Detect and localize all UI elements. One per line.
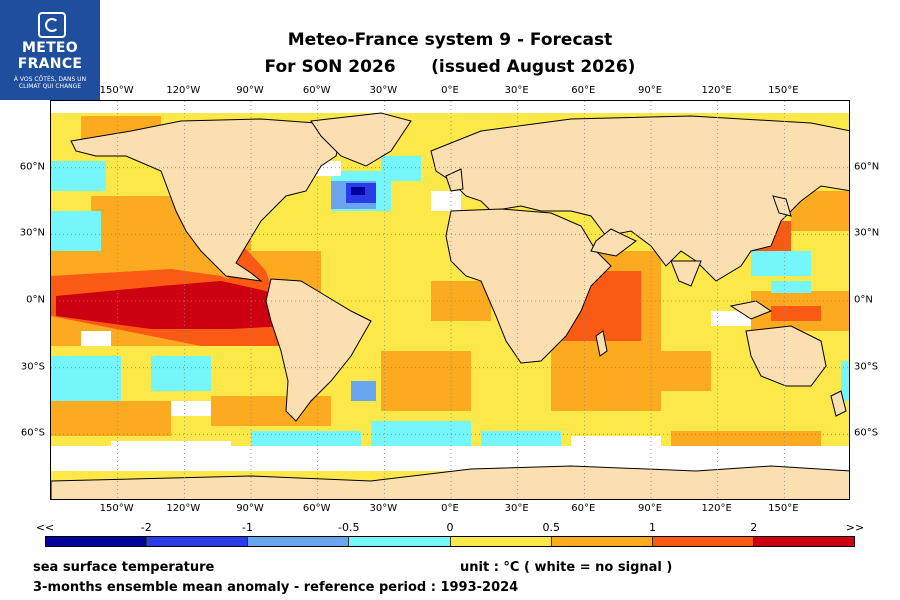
colorbar-tick-label: -1	[242, 521, 253, 534]
colorbar-tick-label: -2	[140, 521, 152, 534]
new-zealand	[830, 390, 847, 417]
madagascar	[595, 330, 608, 357]
logo-tagline: À VOS CÔTÉS, DANS UN CLIMAT QUI CHANGE	[13, 76, 87, 90]
lon-tick-label-bot: 120°E	[701, 503, 732, 514]
lat-tick-label-left: 30°S	[20, 361, 45, 373]
colorbar-tick-label: 0	[446, 521, 454, 534]
lon-tick-label-top: 150°E	[768, 85, 799, 96]
lat-tick-label-right: 30°N	[854, 227, 880, 239]
lat-tick-label-right: 30°S	[854, 361, 879, 373]
lon-tick-label-bot: 60°E	[571, 503, 596, 514]
lat-tick-label-left: 60°S	[20, 427, 45, 439]
lon-tick-label-bot: 90°W	[236, 503, 264, 514]
lon-tick-label-top: 90°W	[236, 85, 264, 96]
meteo-france-emblem-icon	[38, 12, 66, 38]
colorbar-tick-label: <<	[35, 521, 55, 534]
colorbar-segment-7	[753, 537, 854, 546]
india	[670, 260, 702, 287]
sst-anomaly-map	[50, 100, 850, 500]
south-america	[265, 278, 372, 422]
lat-tick-label-left: 60°N	[19, 161, 45, 173]
variable-label: sea surface temperature	[33, 560, 215, 575]
map-subtitle: For SON 2026 (issued August 2026)	[264, 57, 636, 77]
anomaly-zone-dark-blue	[351, 187, 365, 195]
no-signal-patches	[51, 101, 849, 471]
colorbar-tick-label: >>	[845, 521, 865, 534]
map-title: Meteo-France system 9 - Forecast	[287, 30, 613, 50]
colorbar-segment-5	[551, 537, 653, 546]
lon-tick-label-bot: 30°E	[504, 503, 529, 514]
africa	[445, 208, 612, 364]
lon-tick-label-top: 30°W	[369, 85, 398, 96]
lon-tick-label-top: 90°E	[637, 85, 663, 96]
colorbar-tick-label: 2	[750, 521, 758, 534]
lat-tick-label-left: 0°N	[26, 294, 45, 306]
colorbar-segment-0	[46, 537, 148, 546]
japan	[772, 195, 792, 217]
indonesia	[729, 300, 773, 320]
logo-word-meteo: METEO	[21, 40, 78, 56]
colorbar-segment-2	[248, 537, 350, 546]
lon-tick-label-top: 30°E	[504, 85, 529, 96]
lon-tick-label-top: 0°E	[441, 85, 459, 96]
lon-tick-label-top: 120°W	[166, 85, 201, 96]
meteo-france-logo: METEO FRANCE À VOS CÔTÉS, DANS UN CLIMAT…	[0, 0, 100, 100]
antarctica	[51, 465, 849, 499]
unit-label: unit : °C ( white = no signal )	[460, 560, 673, 575]
lon-tick-label-top: 150°W	[99, 85, 134, 96]
lon-tick-label-bot: 120°W	[166, 503, 201, 514]
map-canvas	[51, 101, 849, 499]
lon-tick-label-top: 60°E	[571, 85, 596, 96]
colorbar	[45, 536, 855, 547]
lon-tick-label-top: 120°E	[701, 85, 732, 96]
lat-tick-label-right: 60°S	[854, 427, 879, 439]
british-isles	[445, 168, 464, 192]
colorbar-segment-1	[147, 537, 249, 546]
lon-tick-label-bot: 30°W	[369, 503, 398, 514]
graticule	[51, 101, 849, 499]
lon-tick-label-bot: 90°E	[637, 503, 663, 514]
description-label: 3-months ensemble mean anomaly - referen…	[33, 580, 519, 595]
lat-tick-label-right: 60°N	[854, 161, 880, 173]
lat-tick-label-right: 0°N	[854, 294, 873, 306]
greenland	[310, 112, 412, 167]
lon-tick-label-bot: 150°E	[768, 503, 799, 514]
lon-tick-label-bot: 0°E	[441, 503, 459, 514]
lon-tick-label-bot: 150°W	[99, 503, 134, 514]
lon-tick-label-top: 60°W	[302, 85, 331, 96]
colorbar-segment-6	[652, 537, 754, 546]
lon-tick-label-bot: 60°W	[302, 503, 331, 514]
land-masses	[51, 112, 849, 499]
australia	[745, 325, 827, 387]
lat-tick-label-left: 30°N	[19, 227, 45, 239]
colorbar-tick-label: 1	[649, 521, 656, 534]
anomaly-zone-dark-red	[56, 281, 296, 329]
arabian-peninsula	[590, 228, 637, 257]
colorbar-tick-label: -0.5	[338, 521, 360, 534]
logo-word-france: FRANCE	[17, 56, 83, 72]
colorbar-segment-4	[450, 537, 552, 546]
colorbar-tick-label: 0.5	[542, 521, 561, 534]
colorbar-segment-3	[349, 537, 451, 546]
